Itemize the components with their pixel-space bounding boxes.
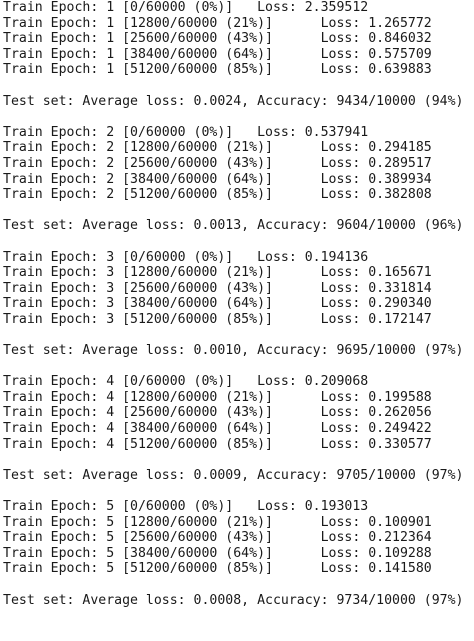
train-log-line: Train Epoch: 4 [12800/60000 (21%)] Loss:…: [3, 389, 432, 405]
blank-line: [3, 234, 474, 250]
test-result-line: Test set: Average loss: 0.0013, Accuracy…: [3, 218, 464, 234]
train-log-line: Train Epoch: 3 [38400/60000 (64%)] Loss:…: [3, 296, 432, 312]
train-log-line: Train Epoch: 5 [51200/60000 (85%)] Loss:…: [3, 561, 432, 577]
train-log-line: Train Epoch: 3 [12800/60000 (21%)] Loss:…: [3, 265, 432, 281]
train-log-line: Train Epoch: 1 [25600/60000 (43%)] Loss:…: [3, 31, 432, 47]
train-log-line: Train Epoch: 5 [12800/60000 (21%)] Loss:…: [3, 514, 432, 530]
train-log-line: Train Epoch: 1 [12800/60000 (21%)] Loss:…: [3, 15, 432, 31]
train-log-line: Train Epoch: 1 [0/60000 (0%)] Loss: 2.35…: [3, 0, 369, 15]
train-log-line: Train Epoch: 2 [0/60000 (0%)] Loss: 0.53…: [3, 124, 369, 140]
train-log-line: Train Epoch: 3 [51200/60000 (85%)] Loss:…: [3, 311, 432, 327]
blank-line: [3, 452, 474, 468]
blank-line: [3, 78, 474, 94]
blank-line: [3, 359, 474, 375]
blank-line: [3, 203, 474, 219]
train-log-line: Train Epoch: 3 [0/60000 (0%)] Loss: 0.19…: [3, 249, 369, 265]
train-log-line: Train Epoch: 4 [51200/60000 (85%)] Loss:…: [3, 436, 432, 452]
train-log-line: Train Epoch: 2 [38400/60000 (64%)] Loss:…: [3, 171, 432, 187]
blank-line: [3, 327, 474, 343]
train-log-line: Train Epoch: 4 [25600/60000 (43%)] Loss:…: [3, 405, 432, 421]
test-result-line: Test set: Average loss: 0.0024, Accuracy…: [3, 93, 464, 109]
train-log-line: Train Epoch: 2 [25600/60000 (43%)] Loss:…: [3, 155, 432, 171]
blank-line: [3, 577, 474, 593]
train-log-line: Train Epoch: 2 [12800/60000 (21%)] Loss:…: [3, 140, 432, 156]
train-log-line: Train Epoch: 3 [25600/60000 (43%)] Loss:…: [3, 280, 432, 296]
test-result-line: Test set: Average loss: 0.0008, Accuracy…: [3, 592, 464, 608]
train-log-line: Train Epoch: 1 [51200/60000 (85%)] Loss:…: [3, 62, 432, 78]
train-log-line: Train Epoch: 4 [38400/60000 (64%)] Loss:…: [3, 421, 432, 437]
blank-line: [3, 109, 474, 125]
test-result-line: Test set: Average loss: 0.0010, Accuracy…: [3, 343, 464, 359]
blank-line: [3, 483, 474, 499]
train-log-line: Train Epoch: 5 [0/60000 (0%)] Loss: 0.19…: [3, 499, 369, 514]
train-log-line: Train Epoch: 2 [51200/60000 (85%)] Loss:…: [3, 187, 432, 203]
train-log-line: Train Epoch: 5 [25600/60000 (43%)] Loss:…: [3, 530, 432, 546]
train-log-line: Train Epoch: 4 [0/60000 (0%)] Loss: 0.20…: [3, 374, 369, 390]
test-result-line: Test set: Average loss: 0.0009, Accuracy…: [3, 467, 464, 483]
train-log-line: Train Epoch: 5 [38400/60000 (64%)] Loss:…: [3, 545, 432, 561]
train-log-line: Train Epoch: 1 [38400/60000 (64%)] Loss:…: [3, 46, 432, 62]
